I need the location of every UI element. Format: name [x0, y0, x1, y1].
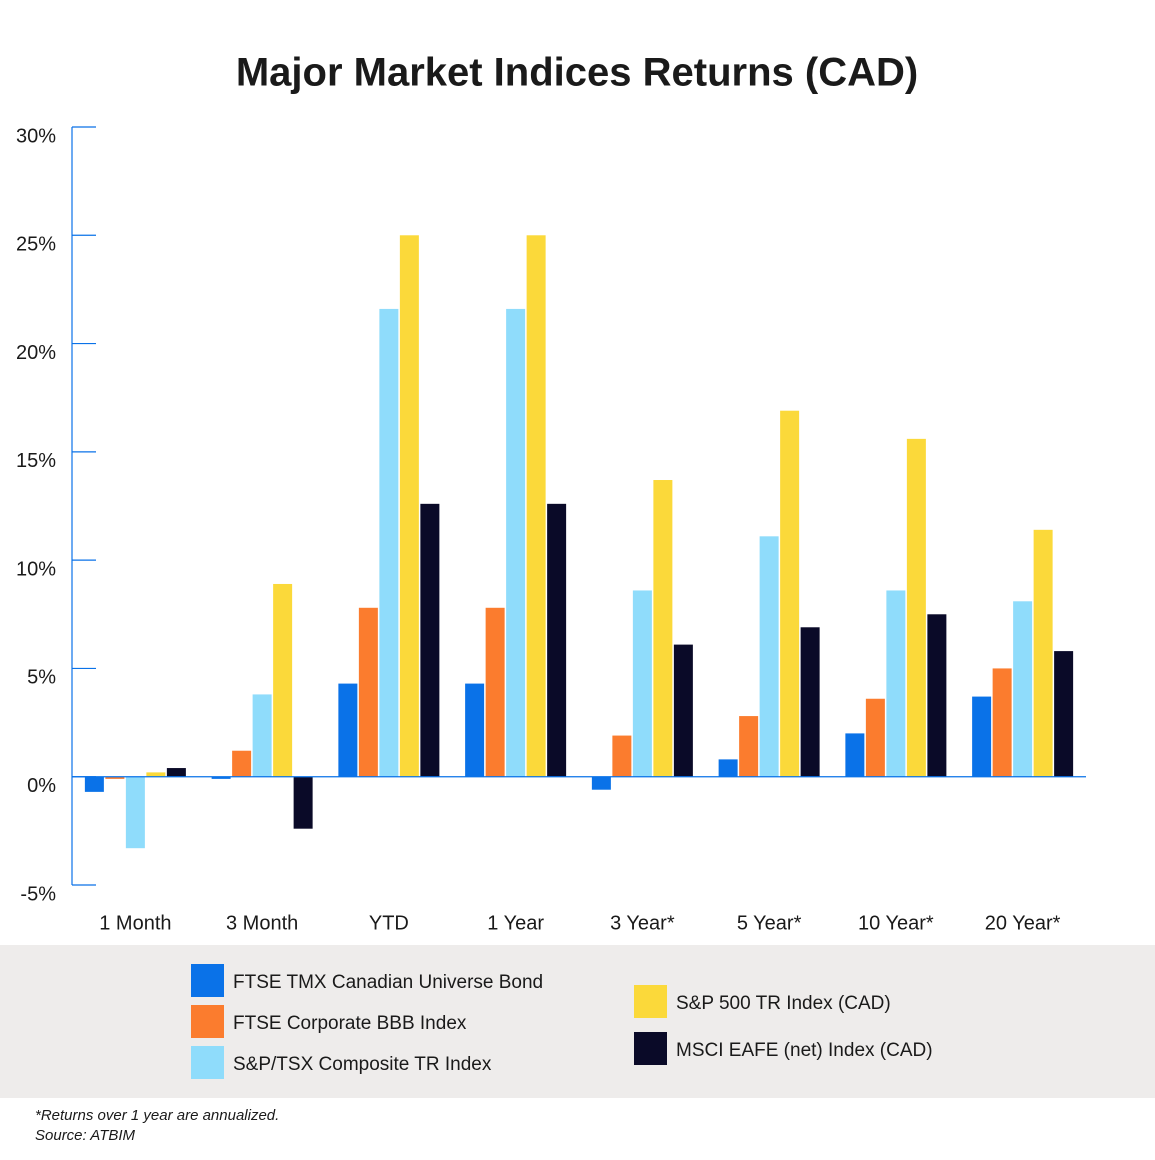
bar	[800, 627, 820, 777]
bar	[420, 503, 440, 777]
y-tick-label: 25%	[16, 234, 56, 256]
bar	[252, 694, 272, 777]
bar	[780, 410, 800, 777]
chart-title: Major Market Indices Returns (CAD)	[236, 51, 918, 95]
bar	[485, 607, 505, 777]
legend-swatch	[191, 1046, 224, 1079]
bar	[653, 480, 673, 777]
y-tick-label: 15%	[16, 450, 56, 472]
legend-label: FTSE Corporate BBB Index	[233, 1013, 467, 1034]
bar	[506, 308, 526, 777]
bar	[886, 590, 906, 777]
x-tick-label: 20 Year*	[985, 912, 1061, 934]
bar	[273, 583, 293, 777]
bar	[992, 668, 1012, 777]
bar	[146, 772, 166, 777]
bar	[673, 644, 693, 777]
bar	[211, 776, 231, 779]
x-tick-label: YTD	[369, 912, 409, 934]
bar	[1013, 601, 1033, 777]
bar	[338, 683, 358, 777]
bar	[612, 735, 632, 777]
bar	[379, 308, 399, 777]
bar	[166, 768, 186, 777]
bar	[125, 776, 145, 849]
bar	[632, 590, 652, 777]
bar	[972, 696, 992, 777]
legend-label: MSCI EAFE (net) Index (CAD)	[676, 1040, 933, 1061]
bar	[1033, 529, 1053, 777]
y-tick-label: 5%	[27, 667, 56, 689]
y-tick-label: -5%	[20, 883, 56, 905]
legend-swatch	[634, 985, 667, 1018]
x-tick-label: 3 Year*	[610, 912, 675, 934]
bar	[547, 503, 567, 777]
bar	[84, 776, 104, 792]
source: Source: ATBIM	[35, 1127, 136, 1144]
bar	[759, 536, 779, 777]
bar	[865, 698, 885, 777]
bar	[465, 683, 485, 777]
x-tick-label: 1 Month	[99, 912, 171, 934]
y-tick-label: 10%	[16, 558, 56, 580]
bar	[232, 750, 252, 777]
bar	[718, 759, 738, 777]
bar	[293, 776, 313, 829]
x-tick-label: 3 Month	[226, 912, 298, 934]
y-tick-label: 30%	[16, 125, 56, 147]
x-tick-label: 1 Year	[487, 912, 544, 934]
bar	[105, 776, 125, 779]
bar	[358, 607, 378, 777]
y-tick-label: 0%	[27, 775, 56, 797]
x-tick-label: 5 Year*	[737, 912, 802, 934]
legend-label: S&P/TSX Composite TR Index	[233, 1054, 492, 1075]
footnote: *Returns over 1 year are annualized.	[35, 1107, 279, 1124]
legend-label: FTSE TMX Canadian Universe Bond	[233, 972, 543, 993]
legend-swatch	[191, 964, 224, 997]
bar	[1054, 651, 1074, 777]
bar	[845, 733, 865, 777]
legend-swatch	[191, 1005, 224, 1038]
y-tick-label: 20%	[16, 342, 56, 364]
legend-label: S&P 500 TR Index (CAD)	[676, 993, 891, 1014]
bar	[906, 438, 926, 777]
bar	[927, 614, 947, 777]
bar	[526, 235, 546, 777]
bar	[591, 776, 611, 790]
legend-swatch	[634, 1032, 667, 1065]
bar	[399, 235, 419, 777]
bar	[739, 716, 759, 777]
legend-background	[0, 945, 1155, 1098]
x-tick-label: 10 Year*	[858, 912, 934, 934]
